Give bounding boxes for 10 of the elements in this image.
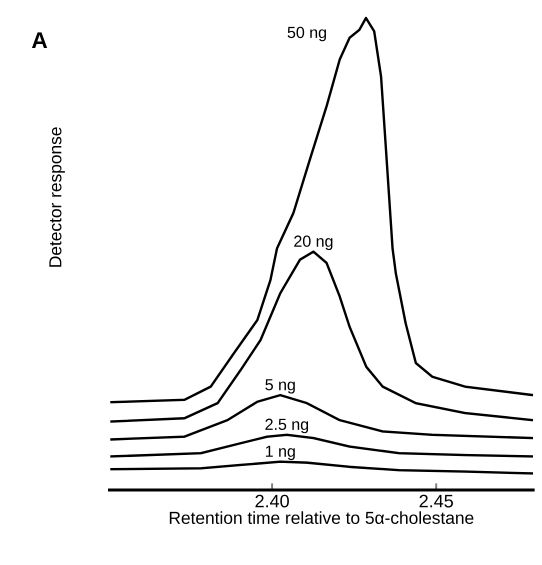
series-label: 20 ng — [294, 236, 332, 250]
x-tick-label: 2.40 — [255, 494, 289, 508]
y-axis-title: Detector response — [49, 127, 65, 267]
series-label: 50 ng — [288, 26, 326, 42]
series-label: 5 ng — [265, 379, 295, 394]
text: A — [32, 32, 48, 48]
x-axis-title: Retention time relative to 5α-cholestane — [170, 511, 474, 524]
series-label: 1 ng — [266, 446, 295, 460]
x-tick-label: 2.45 — [420, 494, 453, 508]
series-label: 2.5 ng — [265, 418, 308, 434]
